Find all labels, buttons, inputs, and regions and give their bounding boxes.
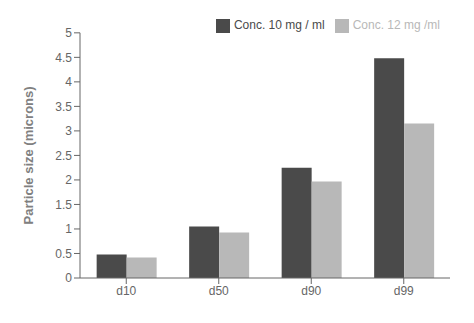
svg-text:Particle size (microns): Particle size (microns)	[21, 86, 36, 224]
svg-text:2: 2	[65, 173, 72, 187]
svg-text:d10: d10	[116, 284, 136, 298]
svg-text:0.5: 0.5	[55, 247, 72, 261]
svg-text:1: 1	[65, 222, 72, 236]
svg-text:d99: d99	[394, 284, 414, 298]
svg-text:3: 3	[65, 124, 72, 138]
svg-text:4.5: 4.5	[55, 51, 72, 65]
svg-text:d50: d50	[209, 284, 229, 298]
svg-text:0: 0	[65, 271, 72, 285]
svg-text:1.5: 1.5	[55, 198, 72, 212]
svg-text:5: 5	[65, 26, 72, 40]
svg-text:2.5: 2.5	[55, 149, 72, 163]
html-text:Conc. 12 mg /ml: Conc. 12 mg /ml	[352, 18, 440, 32]
svg-text:3.5: 3.5	[55, 100, 72, 114]
html-text:Conc. 10 mg / ml: Conc. 10 mg / ml	[233, 18, 325, 32]
svg-text:4: 4	[65, 75, 72, 89]
svg-text:d90: d90	[301, 284, 321, 298]
